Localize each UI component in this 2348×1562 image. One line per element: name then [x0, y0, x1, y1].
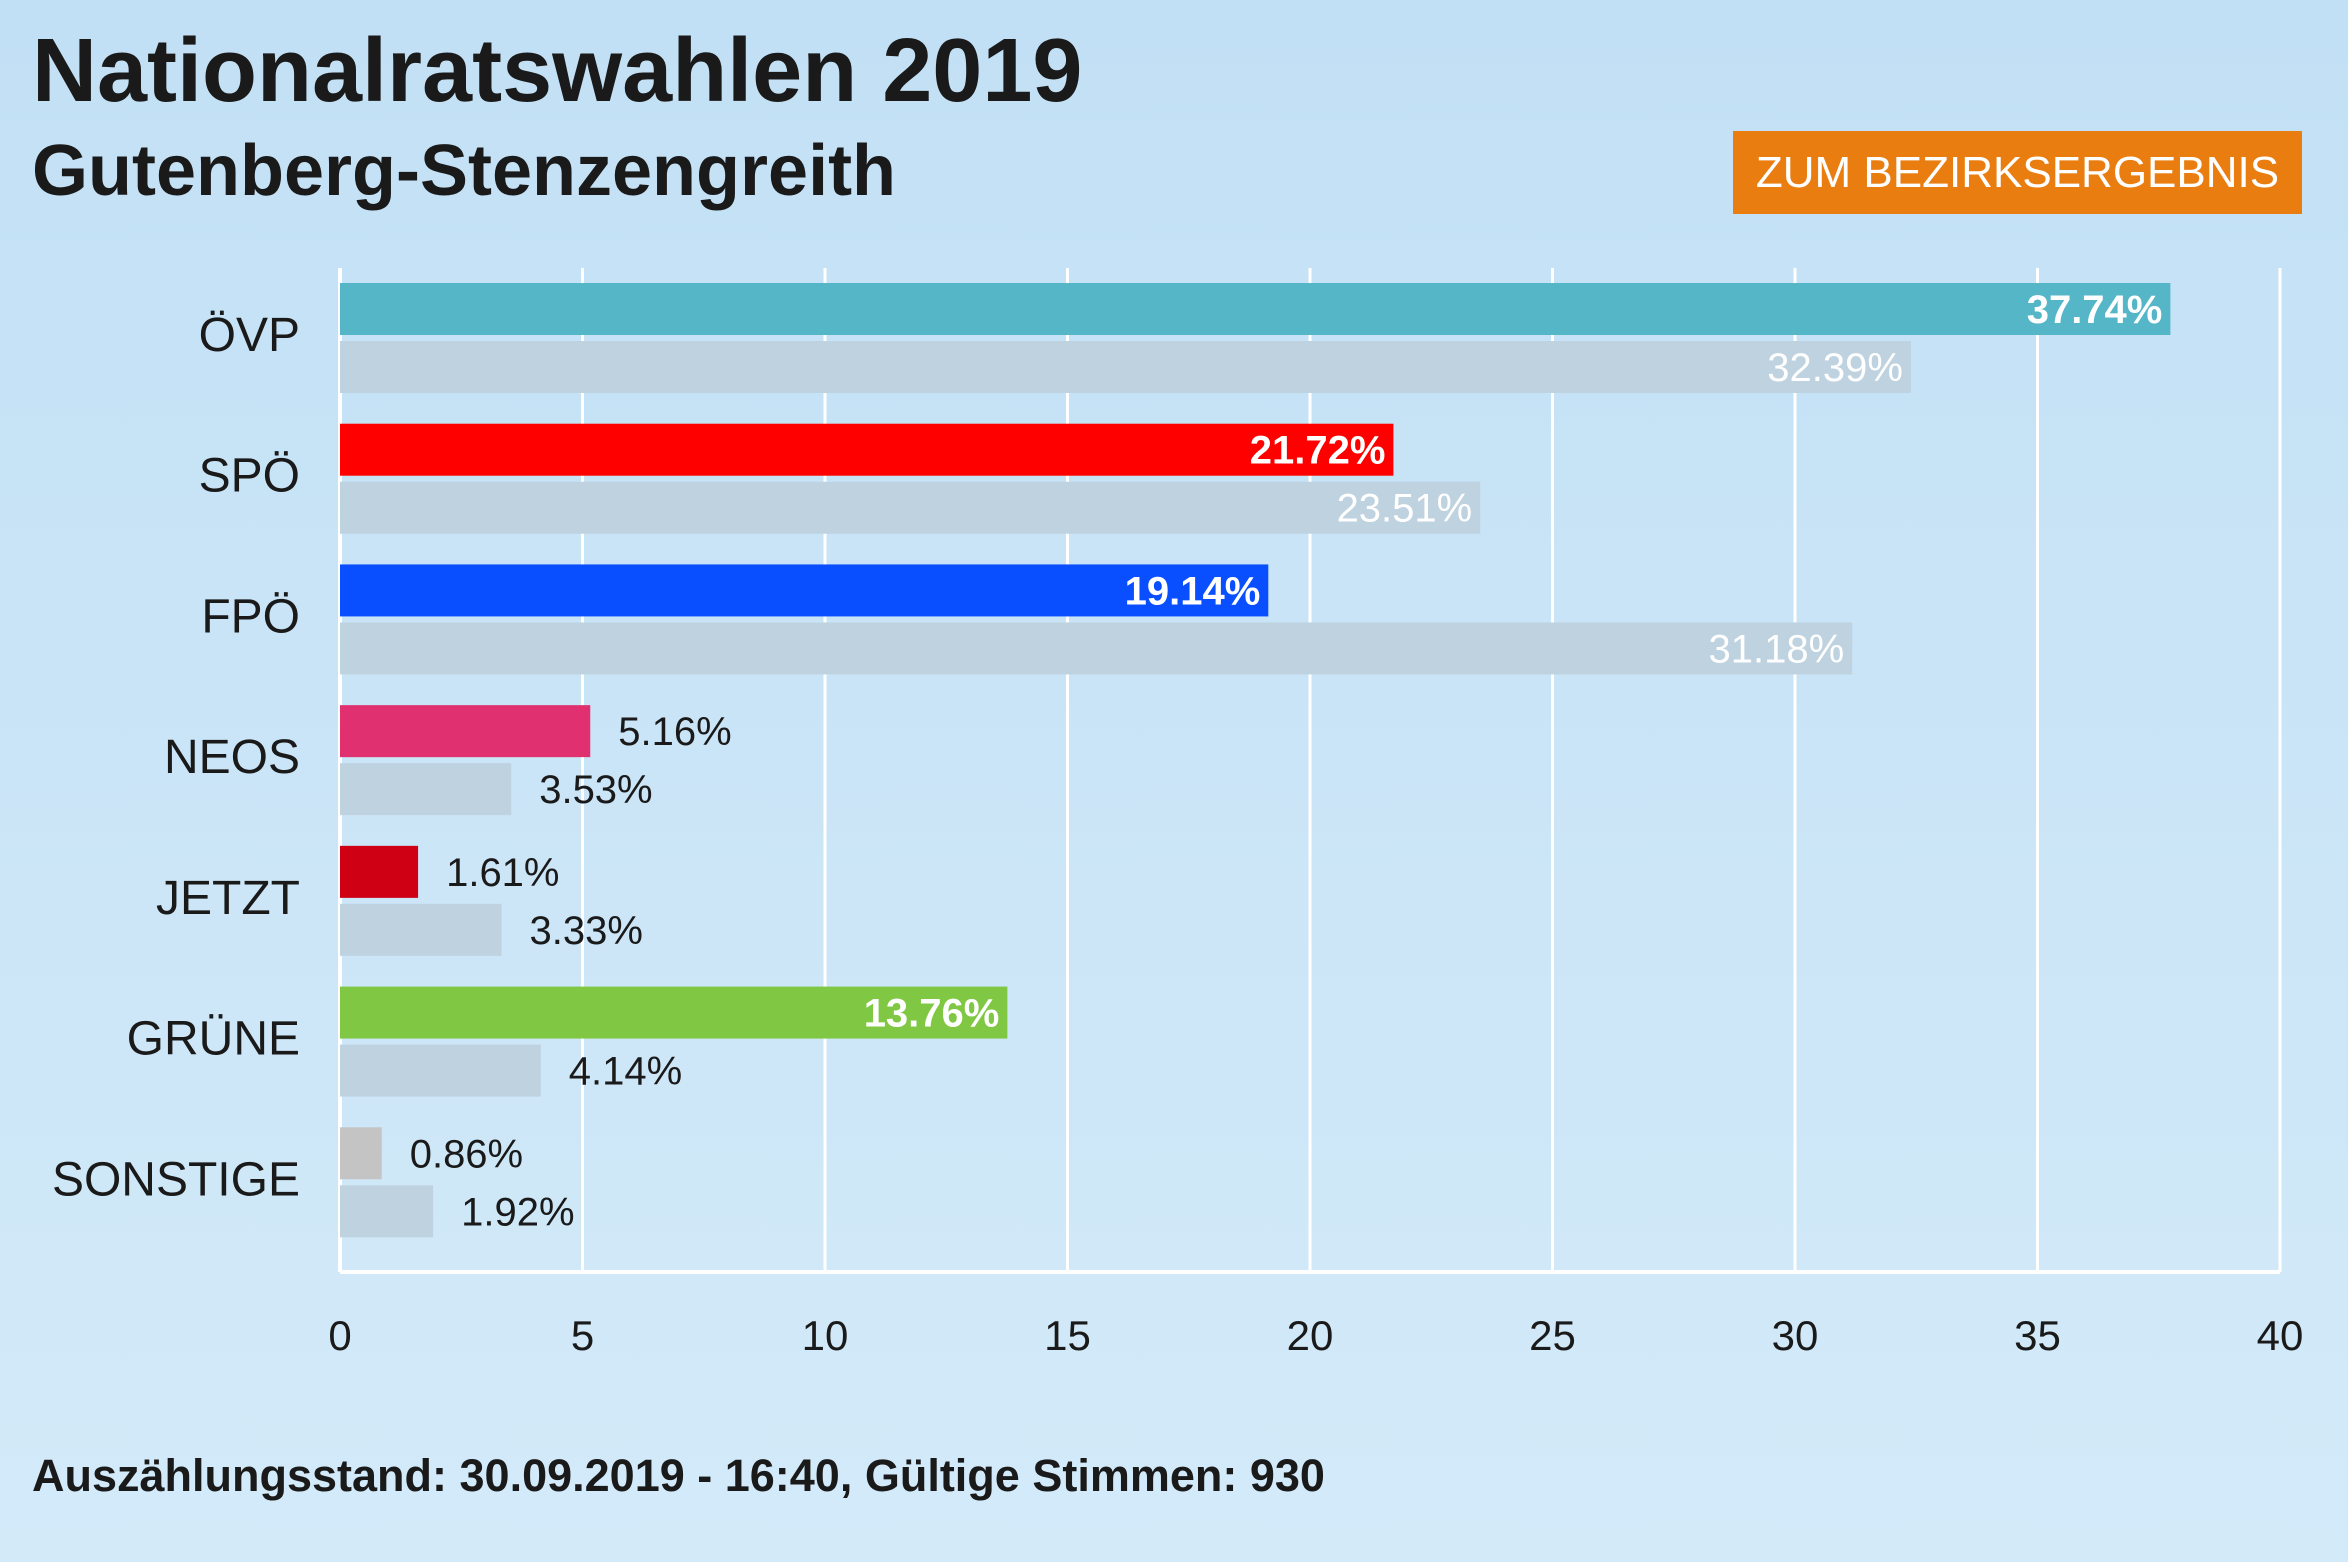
bar-current — [340, 1127, 382, 1180]
value-label-current: 37.74% — [2027, 288, 2163, 332]
bar-current — [340, 564, 1269, 617]
bar-current — [340, 423, 1394, 476]
value-label-current: 21.72% — [1250, 429, 1386, 473]
bar-previous — [340, 903, 502, 956]
category-label: SONSTIGE — [52, 1153, 300, 1206]
value-label-current: 1.61% — [446, 851, 559, 895]
value-label-previous: 31.18% — [1709, 627, 1845, 671]
x-tick-label: 20 — [1287, 1312, 1334, 1359]
bar-current — [340, 705, 591, 758]
x-tick-label: 25 — [1529, 1312, 1576, 1359]
chart-subtitle: Gutenberg-Stenzengreith — [32, 131, 897, 211]
x-tick-label: 35 — [2014, 1312, 2061, 1359]
bar-previous — [340, 763, 512, 816]
district-result-button[interactable]: ZUM BEZIRKSERGEBNIS — [1733, 131, 2302, 214]
x-tick-label: 40 — [2257, 1312, 2304, 1359]
value-label-current: 0.86% — [410, 1132, 523, 1176]
bar-previous — [340, 1185, 434, 1238]
count-status: Auszählungsstand: 30.09.2019 - 16:40, Gü… — [32, 1450, 1325, 1501]
value-label-previous: 32.39% — [1767, 346, 1903, 390]
bar-previous — [340, 481, 1481, 534]
category-label: JETZT — [156, 872, 300, 925]
value-label-previous: 3.53% — [539, 768, 652, 812]
category-label: GRÜNE — [127, 1013, 300, 1066]
value-label-previous: 3.33% — [530, 909, 643, 953]
bar-chart: 0 5 10 15 20 25 30 35 40 ÖVP 37.74% 32.39% SPÖ 21.72%… — [51, 283, 2304, 1359]
value-label-current: 13.76% — [864, 992, 1000, 1036]
x-tick-label: 0 — [328, 1312, 351, 1359]
value-label-previous: 4.14% — [569, 1050, 682, 1094]
category-label: NEOS — [164, 731, 300, 784]
category-label: SPÖ — [199, 450, 300, 503]
bar-current — [340, 986, 1008, 1039]
x-tick-label: 30 — [1772, 1312, 1819, 1359]
value-label-previous: 1.92% — [461, 1190, 574, 1234]
bar-previous — [340, 341, 1911, 393]
value-label-current: 19.14% — [1125, 569, 1261, 613]
value-label-current: 5.16% — [618, 710, 731, 754]
x-tick-label: 10 — [802, 1312, 849, 1359]
chart-title: Nationalratswahlen 2019 — [32, 21, 1083, 121]
bar-current — [340, 283, 2171, 335]
x-tick-label: 5 — [571, 1312, 594, 1359]
value-label-previous: 23.51% — [1337, 487, 1473, 531]
bar-previous — [340, 1044, 541, 1097]
category-label: FPÖ — [201, 590, 300, 643]
bar-previous — [340, 622, 1853, 675]
bar-current — [340, 845, 419, 898]
x-tick-label: 15 — [1044, 1312, 1091, 1359]
category-label: ÖVP — [199, 309, 300, 362]
